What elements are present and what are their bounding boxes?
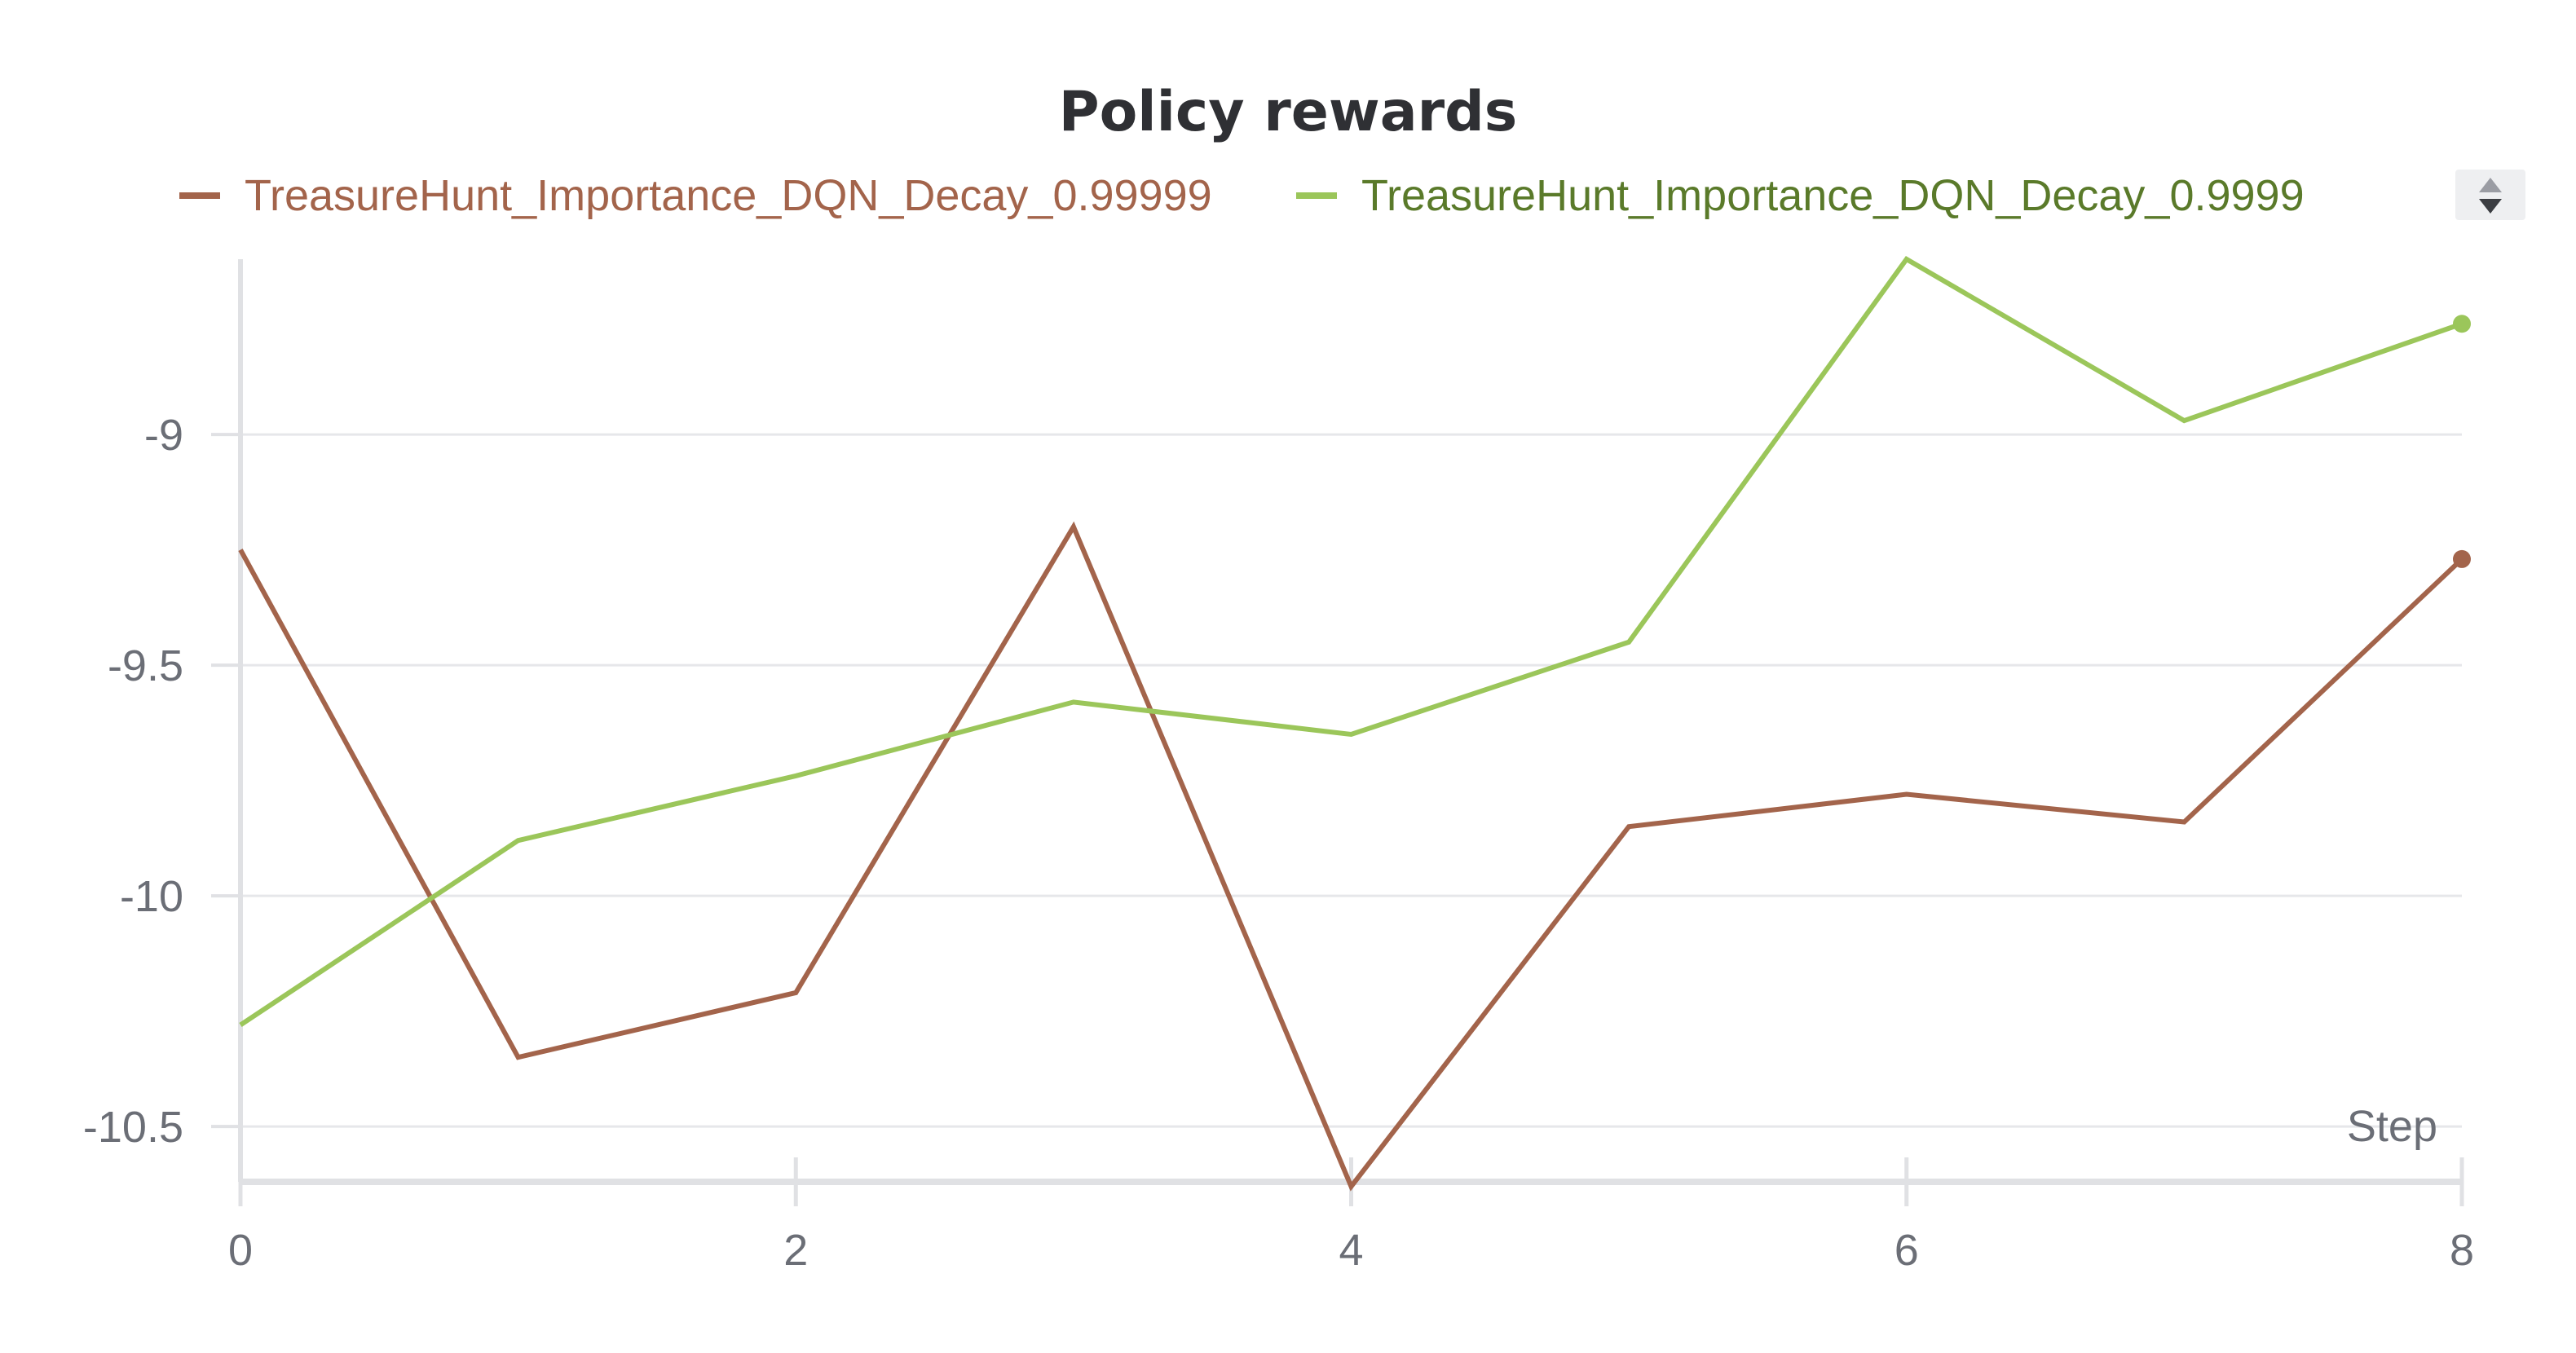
y-tick-label: -10	[120, 872, 183, 921]
y-tick-label: -9	[144, 411, 183, 460]
y-axis-ticks: -10.5 -10 -9.5 -9	[83, 411, 240, 1152]
chart-title: Policy rewards	[1059, 80, 1518, 144]
y-tick-label: -10.5	[83, 1103, 183, 1152]
series-line-2	[239, 256, 2463, 1028]
grid	[240, 433, 2462, 1128]
legend-scroll-arrows[interactable]	[2455, 170, 2525, 220]
series-lines	[238, 256, 2471, 1192]
x-tick-label: 8	[2450, 1226, 2474, 1275]
series-1-end-point	[2453, 549, 2471, 568]
series-2-end-point	[2453, 315, 2471, 333]
x-tick-label: 4	[1339, 1226, 1363, 1275]
legend-up-arrow-icon[interactable]	[2479, 178, 2502, 192]
y-tick-label: -9.5	[108, 641, 183, 690]
legend-entry-2[interactable]: TreasureHunt_Importance_DQN_Decay_0.9999	[1361, 171, 2305, 220]
legend-entry-1[interactable]: TreasureHunt_Importance_DQN_Decay_0.9999…	[245, 171, 1212, 220]
legend-down-arrow-icon[interactable]	[2479, 199, 2502, 214]
x-axis-label: Step	[2347, 1102, 2437, 1151]
x-tick-label: 0	[228, 1226, 253, 1275]
series-line-1	[238, 521, 2464, 1192]
legend: TreasureHunt_Importance_DQN_Decay_0.9999…	[179, 171, 2305, 220]
x-tick-label: 6	[1895, 1226, 1919, 1275]
x-tick-label: 2	[783, 1226, 808, 1275]
x-axis-ticks: 0 2 4 6 8	[228, 1157, 2474, 1275]
legend-pager-background	[2455, 170, 2525, 220]
